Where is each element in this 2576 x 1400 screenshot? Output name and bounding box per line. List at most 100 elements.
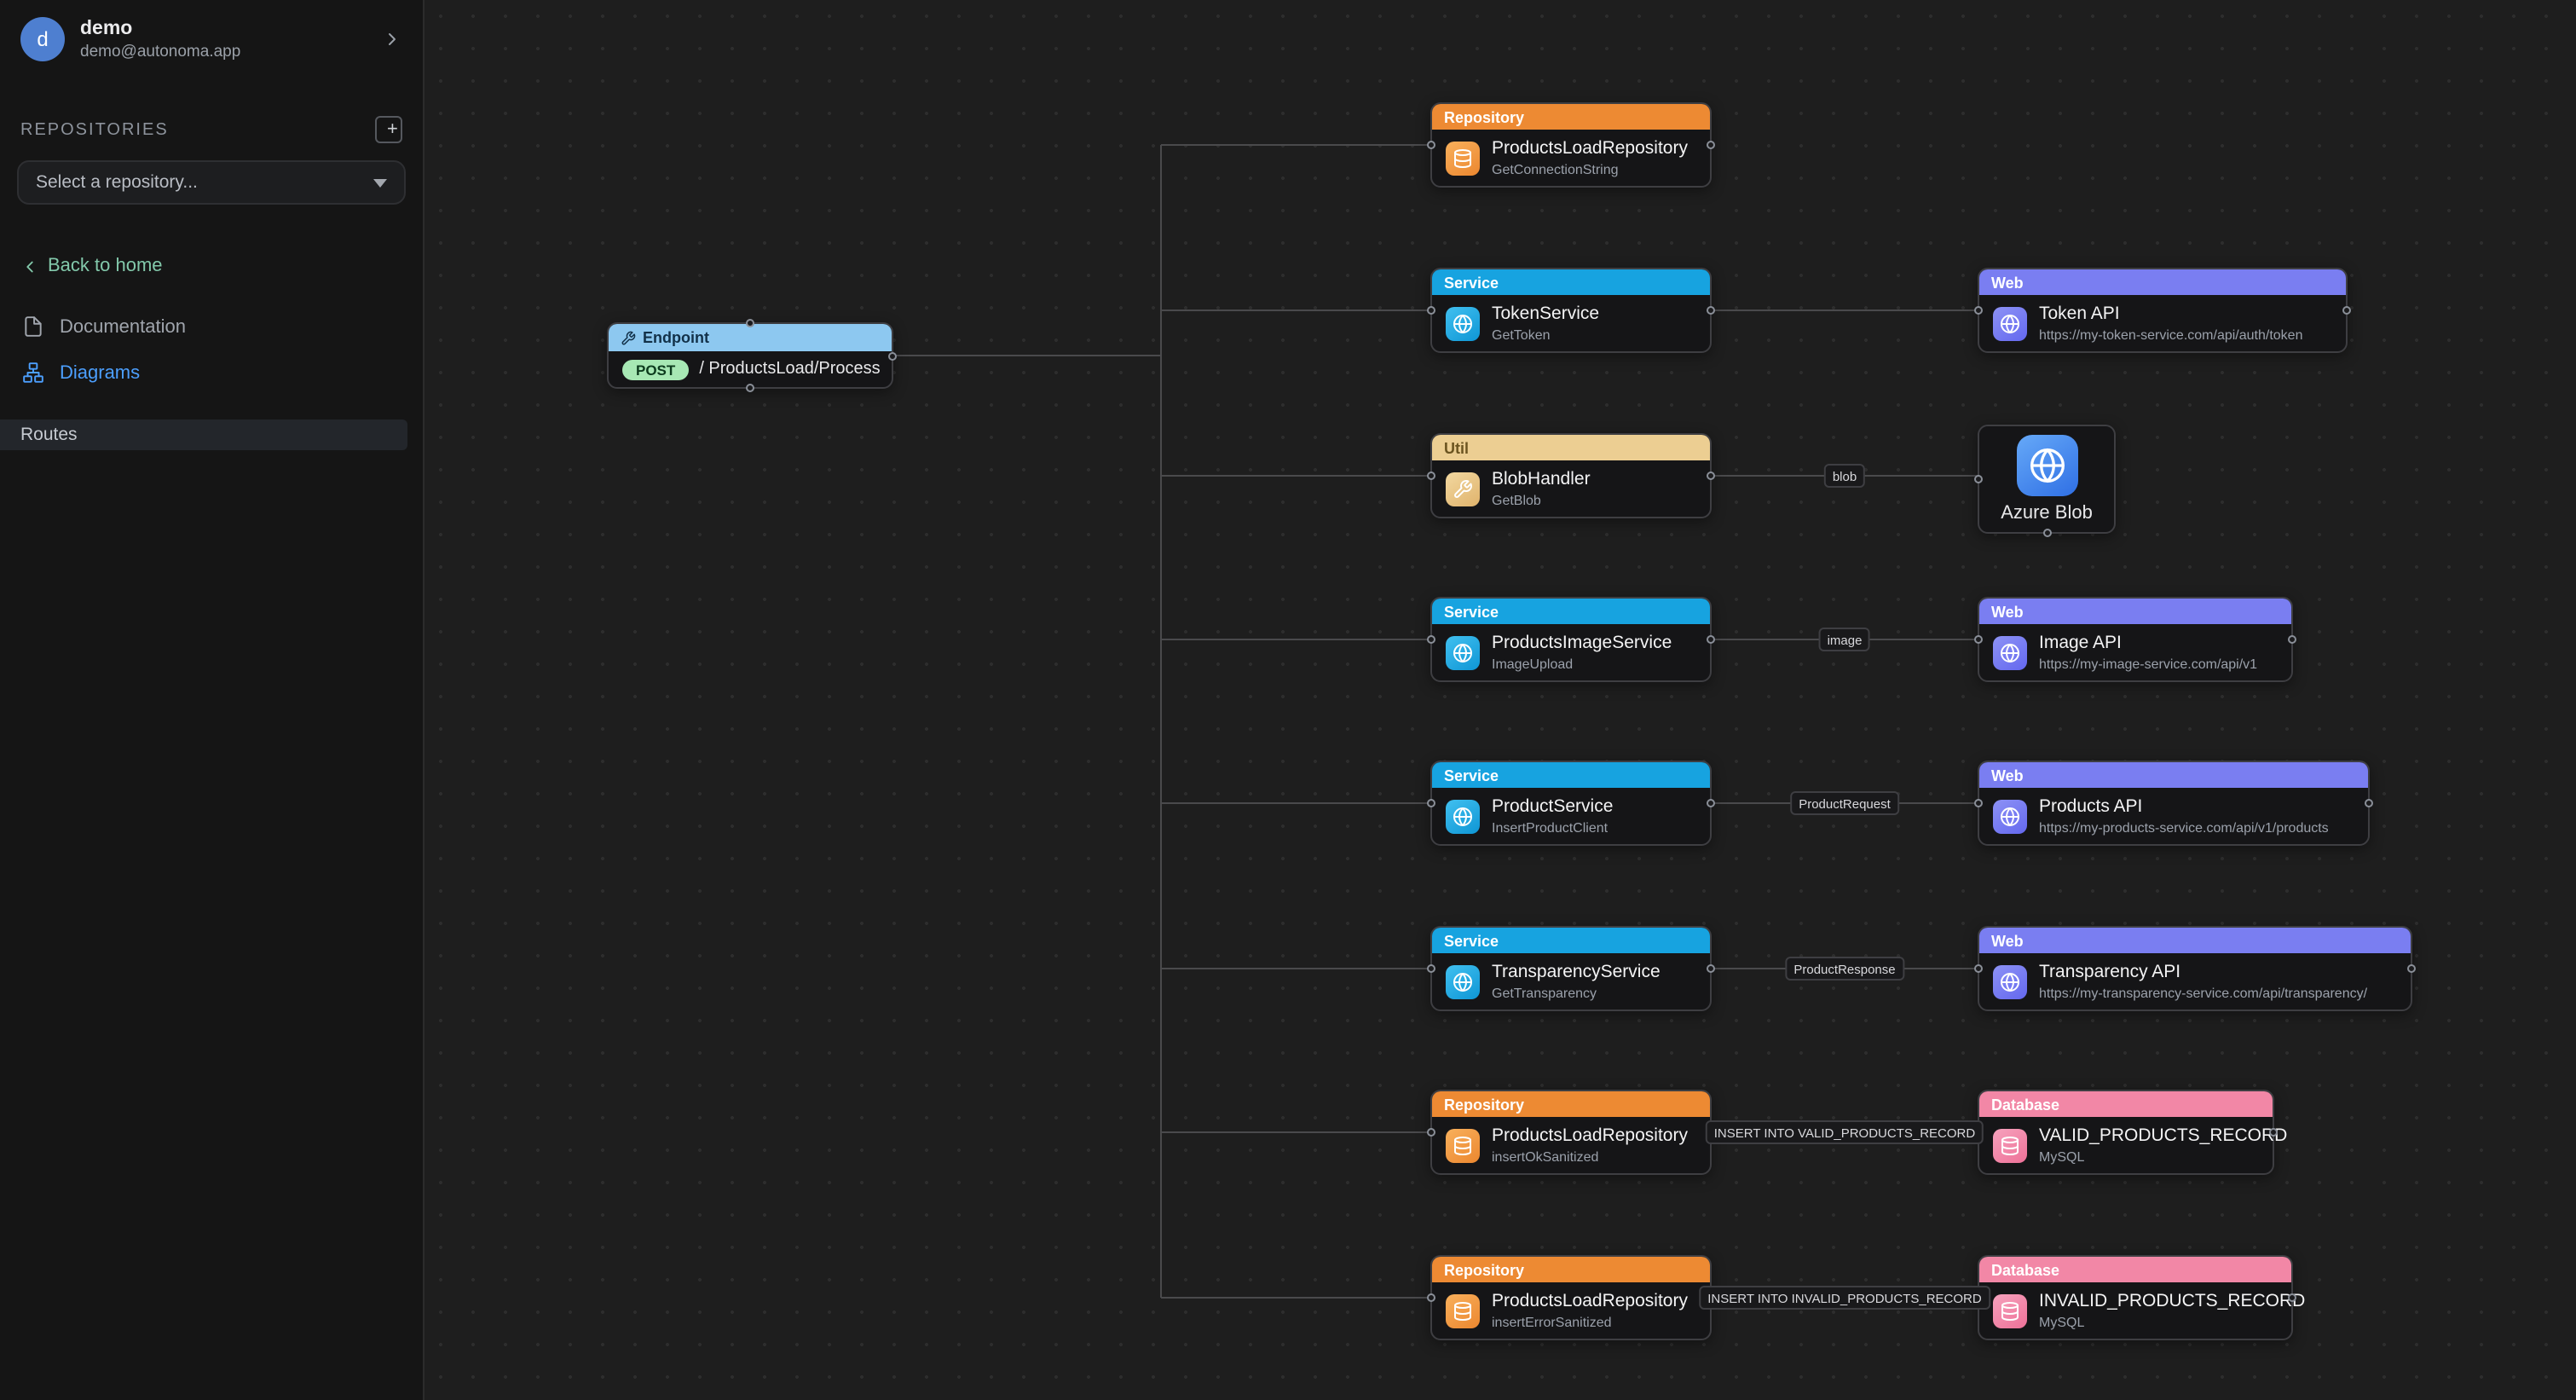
node-type-label: Database [1979,1257,2291,1282]
node-subtitle: https://my-transparency-service.com/api/… [2039,986,2368,1001]
handle-right[interactable] [1707,306,1715,315]
node-subtitle: GetTransparency [1492,986,1597,1001]
handle-left[interactable] [1974,799,1983,807]
user-email: demo@autonoma.app [80,42,241,61]
handle-right[interactable] [1707,635,1715,644]
node-endpoint[interactable]: Endpoint POST / ProductsLoad/Process [607,319,897,392]
handle-right[interactable] [1707,964,1715,973]
node-image-api[interactable]: Web Image API https://my-image-service.c… [1974,597,2296,682]
diagram-canvas[interactable]: Endpoint POST / ProductsLoad/Process Rep… [425,0,2576,1400]
node-title: Token API [2039,304,2120,324]
node-invalid-products-db[interactable]: Database INVALID_PRODUCTS_RECORD MySQL [1974,1255,2305,1340]
user-name: demo [80,18,133,38]
wrench-icon [621,330,636,345]
sidebar-item-routes[interactable]: Routes [0,419,407,450]
node-subtitle: MySQL [2039,1149,2085,1165]
sidebar-item-label: Diagrams [60,362,141,383]
globe-icon [1446,635,1480,669]
database-icon [1993,1293,2027,1328]
back-to-home-link[interactable]: Back to home [0,256,423,276]
handle-right[interactable] [1707,141,1715,149]
node-type-label: Util [1432,435,1710,460]
handle-left[interactable] [1427,1293,1435,1302]
node-transparency-api[interactable]: Web Transparency API https://my-transpar… [1974,926,2416,1011]
document-icon [22,315,44,338]
node-blob-handler[interactable]: Util BlobHandler GetBlob [1427,433,1715,518]
handle-right[interactable] [888,351,897,360]
globe-icon [1993,635,2027,669]
node-products-load-repository[interactable]: Repository ProductsLoadRepository GetCon… [1427,102,1715,188]
node-subtitle: insertOkSanitized [1492,1149,1599,1165]
node-subtitle: GetBlob [1492,493,1541,508]
handle-left[interactable] [1427,141,1435,149]
handle-bottom[interactable] [2042,529,2051,537]
handle-right[interactable] [1707,799,1715,807]
sidebar-item-documentation[interactable]: Documentation [0,304,423,350]
node-token-service[interactable]: Service TokenService GetToken [1427,268,1715,353]
handle-left[interactable] [1974,635,1983,644]
handle-top[interactable] [746,319,754,327]
wrench-icon [1446,471,1480,506]
node-product-service[interactable]: Service ProductService InsertProductClie… [1427,761,1715,846]
node-type-label: Service [1432,928,1710,953]
handle-right[interactable] [2288,1293,2296,1302]
database-icon [1446,1128,1480,1162]
handle-right[interactable] [2365,799,2373,807]
handle-right[interactable] [2288,635,2296,644]
endpoint-path: / ProductsLoad/Process [699,360,881,379]
node-subtitle: GetConnectionString [1492,162,1619,177]
handle-left[interactable] [1427,306,1435,315]
handle-right[interactable] [2269,1128,2278,1137]
routes-label: Routes [20,425,78,445]
handle-left[interactable] [1427,799,1435,807]
chevron-left-icon [20,257,39,275]
database-icon [1446,1293,1480,1328]
node-repo-insert-error[interactable]: Repository ProductsLoadRepository insert… [1427,1255,1715,1340]
edge-label-product-response: ProductResponse [1785,957,1904,981]
sidebar: d demo demo@autonoma.app REPOSITORIES + … [0,0,425,1400]
globe-icon [1446,306,1480,340]
repository-select[interactable]: Select a repository... [17,160,406,205]
user-account-row[interactable]: d demo demo@autonoma.app [0,0,423,78]
handle-bottom[interactable] [746,384,754,392]
handle-left[interactable] [1427,964,1435,973]
add-repository-button[interactable]: + [375,116,402,143]
node-subtitle: insertErrorSanitized [1492,1315,1612,1330]
node-title: Transparency API [2039,962,2181,982]
node-products-image-service[interactable]: Service ProductsImageService ImageUpload [1427,597,1715,682]
edge-label-image: image [1818,628,1871,651]
handle-left[interactable] [1427,471,1435,480]
database-icon [1446,141,1480,175]
node-title: INVALID_PRODUCTS_RECORD [2039,1291,2306,1311]
handle-left[interactable] [1974,475,1983,483]
sidebar-item-label: Documentation [60,316,186,337]
node-token-api[interactable]: Web Token API https://my-token-service.c… [1974,268,2351,353]
handle-left[interactable] [1974,964,1983,973]
node-subtitle: https://my-image-service.com/api/v1 [2039,657,2258,672]
handle-right[interactable] [2342,306,2351,315]
edge-label-blob: blob [1823,464,1866,488]
node-subtitle: https://my-products-service.com/api/v1/p… [2039,820,2329,836]
handle-right[interactable] [2407,964,2416,973]
node-products-api[interactable]: Web Products API https://my-products-ser… [1974,761,2373,846]
node-azure-blob[interactable]: Azure Blob [1974,425,2116,537]
node-transparency-service[interactable]: Service TransparencyService GetTranspare… [1427,926,1715,1011]
handle-left[interactable] [1427,1128,1435,1137]
node-valid-products-db[interactable]: Database VALID_PRODUCTS_RECORD MySQL [1974,1090,2287,1175]
node-repo-insert-ok[interactable]: Repository ProductsLoadRepository insert… [1427,1090,1715,1175]
repositories-section-label: REPOSITORIES [20,120,169,139]
node-type-label: Database [1979,1091,2273,1117]
node-type-label: Web [1979,269,2346,295]
globe-icon [1993,964,2027,998]
handle-right[interactable] [1707,471,1715,480]
node-type-label: Repository [1432,104,1710,130]
node-type-label: Service [1432,762,1710,788]
handle-left[interactable] [1427,635,1435,644]
handle-left[interactable] [1974,306,1983,315]
node-title: ProductService [1492,796,1614,817]
node-title: ProductsImageService [1492,633,1672,653]
chevron-down-icon [373,178,387,187]
sidebar-item-diagrams[interactable]: Diagrams [0,350,423,396]
node-title: TokenService [1492,304,1600,324]
